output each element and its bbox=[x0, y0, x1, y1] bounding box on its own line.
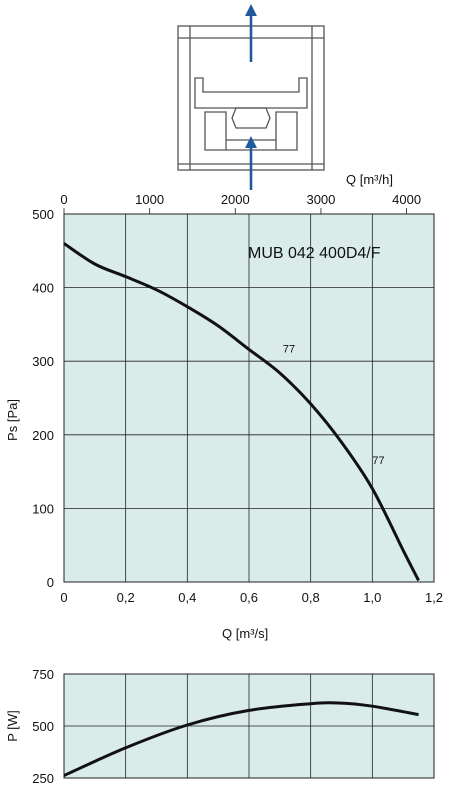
secondary-x-tick-label: 2000 bbox=[221, 192, 250, 207]
y-tick-label: 200 bbox=[32, 428, 54, 443]
y-axis-label: P [W] bbox=[5, 710, 20, 742]
secondary-x-tick-label: 1000 bbox=[135, 192, 164, 207]
x-tick-label: 0,8 bbox=[302, 590, 320, 605]
y-tick-label: 250 bbox=[32, 771, 54, 786]
y-tick-label: 100 bbox=[32, 501, 54, 516]
x-tick-label: 0 bbox=[60, 590, 67, 605]
tick-labels: 250 500 750 bbox=[32, 667, 54, 786]
tick-labels: 0 0,2 0,4 0,6 0,8 1,0 1,2 0 100 200 300 400 500 bbox=[32, 207, 443, 605]
x-tick-label: 0,4 bbox=[178, 590, 196, 605]
x-tick-label: 1,0 bbox=[363, 590, 381, 605]
secondary-x-tick-label: 3000 bbox=[306, 192, 335, 207]
grid bbox=[63, 213, 435, 583]
airflow-up-arrow bbox=[245, 4, 257, 62]
pressure-chart: 0 0,2 0,4 0,6 0,8 1,0 1,2 0 100 200 300 400 500 0 100… bbox=[5, 172, 443, 641]
pressure-curve bbox=[63, 242, 420, 582]
y-tick-label: 0 bbox=[47, 575, 54, 590]
annotations: 77 77 bbox=[283, 343, 385, 467]
x-tick-label: 0,6 bbox=[240, 590, 258, 605]
y-tick-label: 300 bbox=[32, 354, 54, 369]
y-tick-label: 500 bbox=[32, 719, 54, 734]
airflow-in-arrow bbox=[245, 136, 257, 190]
secondary-x-tick-label: 0 bbox=[60, 192, 67, 207]
x-axis-label: Q [m³/s] bbox=[222, 626, 268, 641]
secondary-tick-labels: 0 1000 2000 3000 4000 bbox=[60, 192, 421, 214]
x-tick-label: 1,2 bbox=[425, 590, 443, 605]
y-axis-label: Ps [Pa] bbox=[5, 399, 20, 441]
secondary-x-axis-label: Q [m³/h] bbox=[346, 172, 393, 187]
chart-title: MUB 042 400D4/F bbox=[248, 245, 381, 262]
annotation-label: 77 bbox=[372, 455, 384, 467]
power-curve bbox=[63, 701, 419, 777]
y-tick-label: 750 bbox=[32, 667, 54, 682]
grid bbox=[63, 673, 435, 779]
secondary-x-tick-label: 4000 bbox=[392, 192, 421, 207]
annotation-label: 77 bbox=[283, 343, 295, 355]
y-tick-label: 500 bbox=[32, 207, 54, 222]
x-tick-label: 0,2 bbox=[117, 590, 135, 605]
fan-unit-diagram bbox=[177, 4, 325, 190]
y-tick-label: 400 bbox=[32, 281, 54, 296]
